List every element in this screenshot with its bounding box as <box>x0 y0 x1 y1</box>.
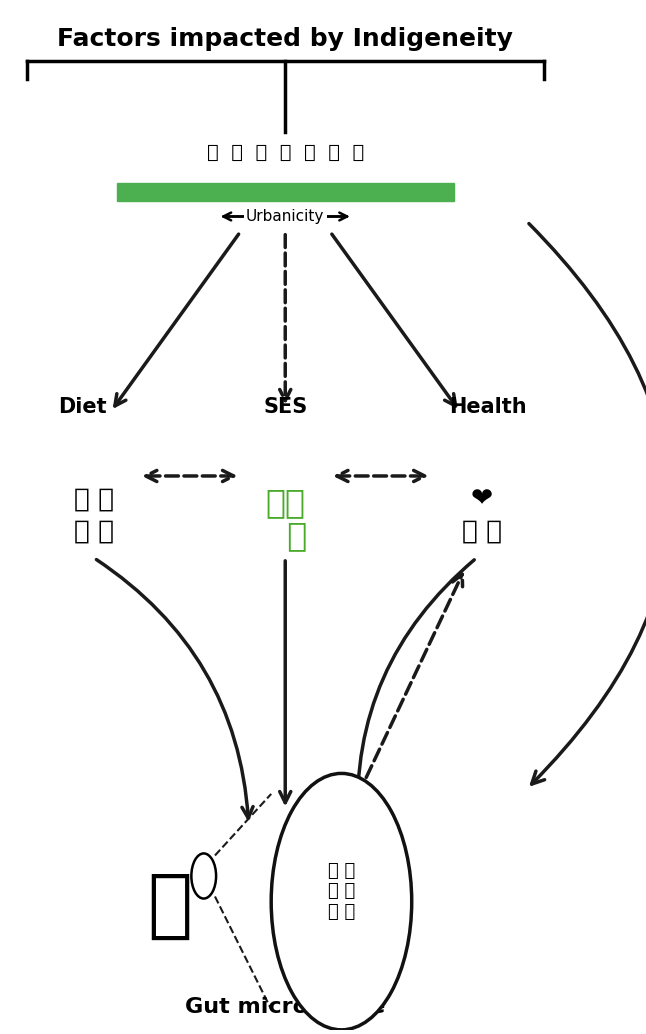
Circle shape <box>271 773 412 1030</box>
Text: SES: SES <box>263 397 307 418</box>
Text: 🏠  🌳  🏡  🌳  🏢  🏗  🏙: 🏠 🌳 🏡 🌳 🏢 🏗 🏙 <box>207 144 364 162</box>
Text: Factors impacted by Indigeneity: Factors impacted by Indigeneity <box>57 27 513 51</box>
Text: Health: Health <box>449 397 526 418</box>
Text: 🦠 🔴
🟢 🟡
🔵 🔴: 🦠 🔴 🟢 🟡 🔵 🔴 <box>328 861 355 921</box>
Text: Diet: Diet <box>59 397 107 418</box>
Text: ❤️
🧠 🚨: ❤️ 🧠 🚨 <box>462 486 502 544</box>
Text: Urbanicity: Urbanicity <box>246 209 324 224</box>
Text: 💲💲
  💲: 💲💲 💲 <box>264 486 307 552</box>
Text: Gut microbiome: Gut microbiome <box>185 997 386 1017</box>
Text: 🦫: 🦫 <box>147 871 193 943</box>
Bar <box>116 183 454 201</box>
Text: 🍎 🍖
🍔 🍃: 🍎 🍖 🍔 🍃 <box>74 486 114 544</box>
